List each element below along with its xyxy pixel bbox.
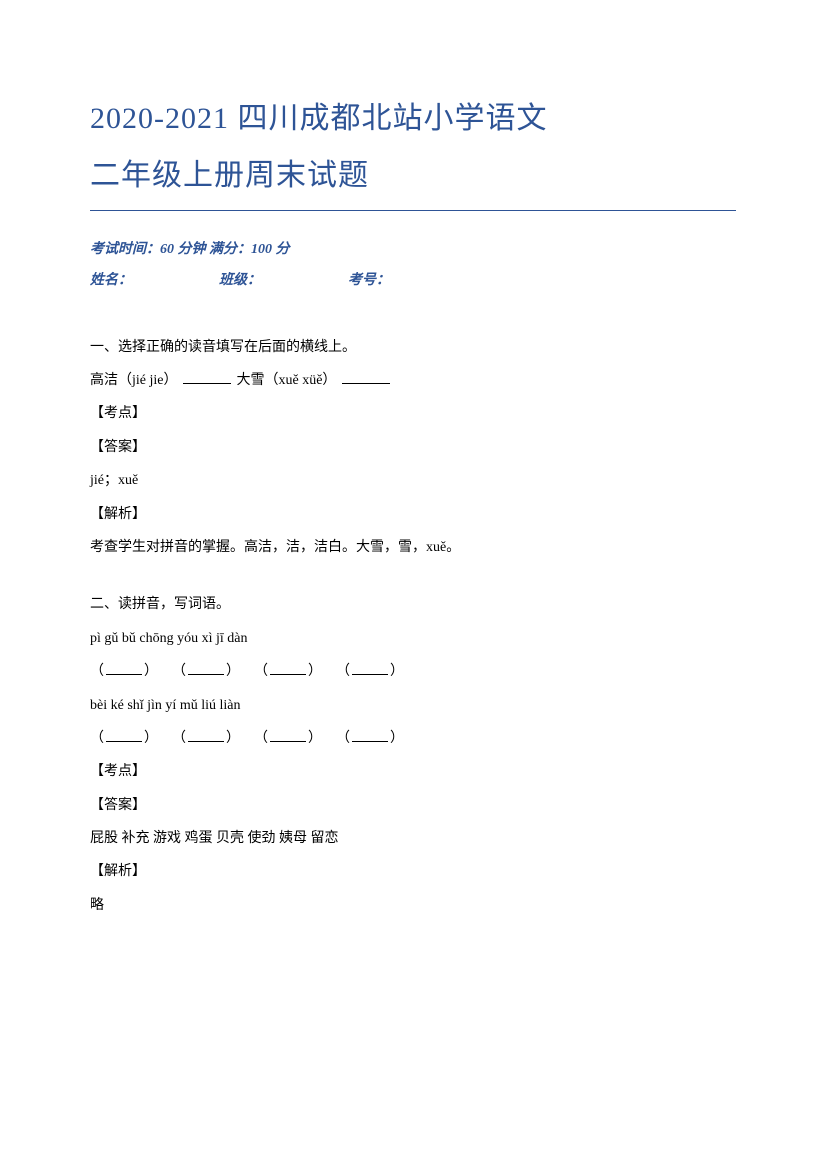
title-underline (90, 210, 736, 211)
q2-blank-2 (188, 661, 224, 675)
q2-blank-4 (352, 661, 388, 675)
q2-kaodian: 【考点】 (90, 757, 736, 786)
q2-answer: 屁股 补充 游戏 鸡蛋 贝壳 使劲 姨母 留恋 (90, 824, 736, 853)
q1-title: 一、选择正确的读音填写在后面的横线上。 (90, 333, 736, 362)
q1-explanation: 考查学生对拼音的掌握。高洁，洁，洁白。大雪，雪，xuě。 (90, 533, 736, 562)
q1-jiexi-label: 【解析】 (90, 500, 736, 529)
q2-blank-7 (270, 728, 306, 742)
q1-kaodian: 【考点】 (90, 399, 736, 428)
doc-title-line2: 二年级上册周末试题 (90, 147, 736, 204)
q1-daan-label: 【答案】 (90, 433, 736, 462)
q2-blank-3 (270, 661, 306, 675)
q2-blank-1 (106, 661, 142, 675)
q2-daan-label: 【答案】 (90, 791, 736, 820)
number-label: 考号： (348, 266, 390, 297)
name-label: 姓名： (90, 266, 132, 297)
q2-blank-6 (188, 728, 224, 742)
q2-pinyin-row1: pì gǔ bǔ chōng yóu xì jī dàn (90, 624, 736, 653)
class-label: 班级： (219, 266, 261, 297)
q2-blanks-row1: （） （） （） （） (90, 657, 736, 686)
q1-blank-b (342, 370, 390, 384)
q2-title: 二、读拼音，写词语。 (90, 590, 736, 619)
q2-pinyin-row2: bèi ké shǐ jìn yí mǔ liú liàn (90, 691, 736, 720)
q2-explanation: 略 (90, 891, 736, 920)
doc-title-line1: 2020-2021 四川成都北站小学语文 (90, 90, 736, 147)
q2-blank-5 (106, 728, 142, 742)
q2-jiexi-label: 【解析】 (90, 857, 736, 886)
q1-blank-a (183, 370, 231, 384)
q1-text-a: 高洁（jié jie） (90, 373, 178, 388)
q2-blank-8 (352, 728, 388, 742)
student-fields: 姓名： 班级： 考号： (90, 266, 736, 297)
q1-answer: jié；xuě (90, 466, 736, 495)
q1-line: 高洁（jié jie） 大雪（xuě xüě） (90, 366, 736, 395)
q1-text-b: 大雪（xuě xüě） (237, 373, 337, 388)
exam-info: 考试时间：60 分钟 满分：100 分 (90, 235, 736, 266)
q2-blanks-row2: （） （） （） （） (90, 724, 736, 753)
